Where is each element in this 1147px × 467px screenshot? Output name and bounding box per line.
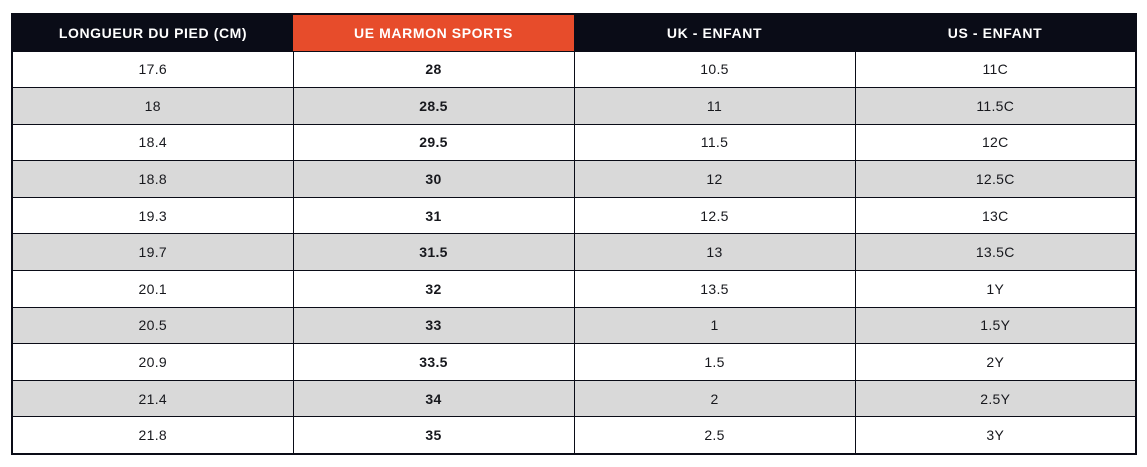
table-cell: 34 <box>292 379 575 418</box>
table-cell: 13.5 <box>573 270 856 308</box>
table-row: 20.1 32 13.5 1Y <box>11 270 1137 308</box>
table-row: 21.8 35 2.5 3Y <box>11 416 1137 455</box>
table-row: 19.7 31.5 13 13.5C <box>11 233 1137 272</box>
table-cell: 28.5 <box>292 87 575 125</box>
table-cell: 2 <box>573 379 856 418</box>
size-chart-body: 17.6 28 10.5 11C 18 28.5 11 11.5C 18.4 29.5 11.5 12… <box>11 50 1137 455</box>
table-cell: 32 <box>292 270 575 308</box>
table-cell: 1.5Y <box>854 306 1137 345</box>
table-cell: 2.5 <box>573 416 856 455</box>
table-cell: 17.6 <box>11 50 294 89</box>
table-cell: 20.1 <box>11 270 294 308</box>
size-chart-container: LONGUEUR DU PIED (CM) UE MARMON SPORTS U… <box>11 13 1137 455</box>
table-cell: 12C <box>854 123 1137 162</box>
table-cell: 29.5 <box>292 123 575 162</box>
table-cell: 12 <box>573 160 856 198</box>
header-row: LONGUEUR DU PIED (CM) UE MARMON SPORTS U… <box>12 14 1136 51</box>
table-cell: 11.5C <box>854 87 1137 125</box>
table-row: 20.5 33 1 1.5Y <box>11 306 1137 345</box>
table-row: 18.4 29.5 11.5 12C <box>11 123 1137 162</box>
table-cell: 18.8 <box>11 160 294 198</box>
table-cell: 3Y <box>854 416 1137 455</box>
table-cell: 18.4 <box>11 123 294 162</box>
table-row: 17.6 28 10.5 11C <box>11 50 1137 89</box>
table-cell: 1Y <box>854 270 1137 308</box>
column-header-foot-length: LONGUEUR DU PIED (CM) <box>12 14 293 51</box>
table-cell: 31.5 <box>292 233 575 272</box>
table-cell: 33 <box>292 306 575 345</box>
size-chart-header: LONGUEUR DU PIED (CM) UE MARMON SPORTS U… <box>12 14 1136 51</box>
table-cell: 28 <box>292 50 575 89</box>
size-chart-table: LONGUEUR DU PIED (CM) UE MARMON SPORTS U… <box>11 13 1137 455</box>
table-cell: 19.3 <box>11 196 294 235</box>
table-cell: 12.5C <box>854 160 1137 198</box>
table-cell: 11.5 <box>573 123 856 162</box>
table-cell: 1.5 <box>573 343 856 381</box>
table-cell: 19.7 <box>11 233 294 272</box>
table-cell: 2.5Y <box>854 379 1137 418</box>
table-row: 21.4 34 2 2.5Y <box>11 379 1137 418</box>
column-header-us-child: US - ENFANT <box>855 14 1136 51</box>
table-cell: 13.5C <box>854 233 1137 272</box>
table-cell: 33.5 <box>292 343 575 381</box>
table-cell: 18 <box>11 87 294 125</box>
table-cell: 1 <box>573 306 856 345</box>
table-cell: 21.4 <box>11 379 294 418</box>
column-header-uk-child: UK - ENFANT <box>574 14 855 51</box>
table-cell: 20.5 <box>11 306 294 345</box>
table-cell: 20.9 <box>11 343 294 381</box>
table-cell: 11 <box>573 87 856 125</box>
table-cell: 13C <box>854 196 1137 235</box>
table-cell: 11C <box>854 50 1137 89</box>
column-header-eu-brand: UE MARMON SPORTS <box>293 14 574 51</box>
table-row: 18.8 30 12 12.5C <box>11 160 1137 198</box>
table-cell: 2Y <box>854 343 1137 381</box>
table-cell: 35 <box>292 416 575 455</box>
table-cell: 13 <box>573 233 856 272</box>
table-cell: 31 <box>292 196 575 235</box>
table-cell: 12.5 <box>573 196 856 235</box>
table-row: 20.9 33.5 1.5 2Y <box>11 343 1137 381</box>
table-row: 18 28.5 11 11.5C <box>11 87 1137 125</box>
table-cell: 21.8 <box>11 416 294 455</box>
table-cell: 10.5 <box>573 50 856 89</box>
table-row: 19.3 31 12.5 13C <box>11 196 1137 235</box>
table-cell: 30 <box>292 160 575 198</box>
